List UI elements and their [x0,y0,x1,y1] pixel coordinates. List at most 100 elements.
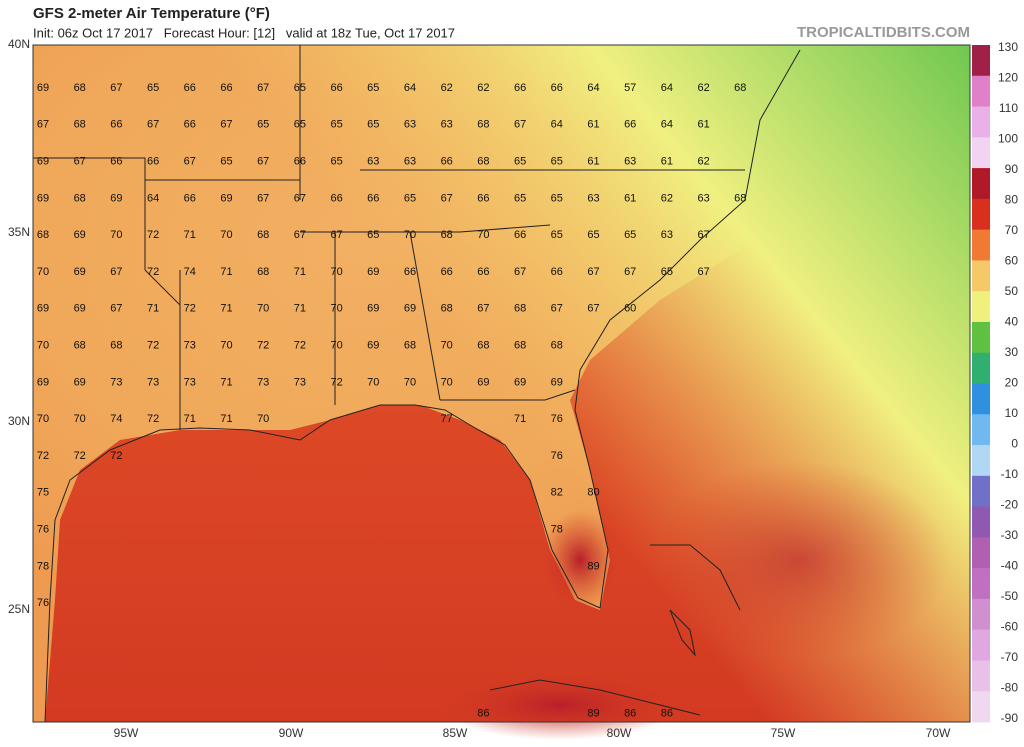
temperature-label: 60 [624,303,636,315]
temperature-label: 62 [441,82,453,94]
temperature-label: 68 [74,119,86,131]
temperature-label: 68 [257,229,269,241]
colorbar-segment [972,414,990,446]
temperature-label: 63 [404,156,416,168]
temperature-label: 64 [661,119,673,131]
temperature-label: 65 [551,192,563,204]
temperature-label: 66 [184,192,196,204]
temperature-label: 66 [110,119,122,131]
temperature-label: 68 [404,340,416,352]
temperature-label: 61 [624,192,636,204]
temperature-label: 70 [441,376,453,388]
temperature-label: 69 [37,192,49,204]
temperature-label: 73 [257,376,269,388]
temperature-label: 70 [367,376,379,388]
temperature-label: 67 [330,229,342,241]
temperature-label: 65 [624,229,636,241]
colorbar-segment [972,660,990,692]
colorbar-segment [972,137,990,169]
temperature-label: 73 [110,376,122,388]
temperature-label: 64 [147,192,159,204]
temperature-label: 65 [330,156,342,168]
longitude-label: 95W [114,726,139,740]
colorbar-label: 60 [1005,254,1019,268]
colorbar-label: -90 [1001,711,1019,725]
temperature-label: 65 [514,156,526,168]
temperature-label: 75 [37,487,49,499]
temperature-label: 63 [587,192,599,204]
temperature-label: 72 [294,340,306,352]
temperature-label: 68 [441,303,453,315]
temperature-label: 70 [37,340,49,352]
temperature-label: 82 [551,487,563,499]
colorbar-segment [972,629,990,661]
temperature-label: 68 [734,192,746,204]
latitude-label: 30N [8,414,30,428]
temperature-label: 71 [184,229,196,241]
temperature-label: 67 [697,266,709,278]
temperature-label: 68 [257,266,269,278]
temperature-label: 66 [330,192,342,204]
temperature-label: 70 [257,303,269,315]
temperature-label: 62 [697,156,709,168]
temperature-label: 71 [220,376,232,388]
temperature-label: 66 [441,266,453,278]
temperature-label: 66 [184,119,196,131]
temperature-label: 65 [404,192,416,204]
temperature-label: 66 [220,82,232,94]
colorbar-label: 80 [1005,193,1019,207]
temperature-label: 70 [220,340,232,352]
temperature-label: 70 [37,266,49,278]
colorbar-segment [972,198,990,231]
temperature-label: 76 [37,524,49,536]
temperature-label: 78 [551,524,563,536]
temperature-label: 70 [330,340,342,352]
temperature-label: 70 [110,229,122,241]
temperature-label: 67 [257,82,269,94]
temperature-label: 72 [257,340,269,352]
temperature-label: 72 [147,413,159,425]
longitude-label: 90W [279,726,304,740]
colorbar-segment [972,168,990,200]
colorbar-label: 90 [1005,162,1019,176]
temperature-label: 86 [477,708,489,720]
colorbar-label: -30 [1001,528,1019,542]
temperature-label: 65 [330,119,342,131]
temperature-label: 89 [587,708,599,720]
temperature-label: 86 [661,708,673,720]
temperature-label: 64 [551,119,563,131]
colorbar-label: 120 [998,71,1018,85]
temperature-label: 72 [110,450,122,462]
temperature-label: 64 [661,82,673,94]
temperature-label: 66 [367,192,379,204]
temperature-label: 71 [220,413,232,425]
temperature-label: 61 [697,119,709,131]
temperature-label: 62 [697,82,709,94]
colorbar-label: -70 [1001,650,1019,664]
temperature-label: 73 [184,376,196,388]
temperature-label: 72 [147,340,159,352]
latitude-label: 25N [8,602,30,616]
temperature-label: 65 [661,266,673,278]
colorbar-segment [972,568,990,600]
temperature-label: 69 [367,303,379,315]
temperature-label: 76 [37,597,49,609]
temperature-label: 69 [37,303,49,315]
temperature-label: 66 [441,156,453,168]
colorbar-segment [972,106,990,138]
temperature-label: 72 [147,229,159,241]
temperature-label: 67 [441,192,453,204]
temperature-label: 70 [330,303,342,315]
temperature-label: 80 [587,487,599,499]
temperature-label: 67 [294,192,306,204]
colorbar-label: -20 [1001,498,1019,512]
colorbar-label: -80 [1001,681,1019,695]
temperature-label: 66 [551,266,563,278]
warm-core [540,510,620,610]
temperature-label: 65 [367,119,379,131]
temperature-label: 69 [74,303,86,315]
temperature-label: 67 [294,229,306,241]
colorbar-label: 20 [1005,376,1019,390]
temperature-label: 67 [551,303,563,315]
temperature-label: 65 [551,229,563,241]
